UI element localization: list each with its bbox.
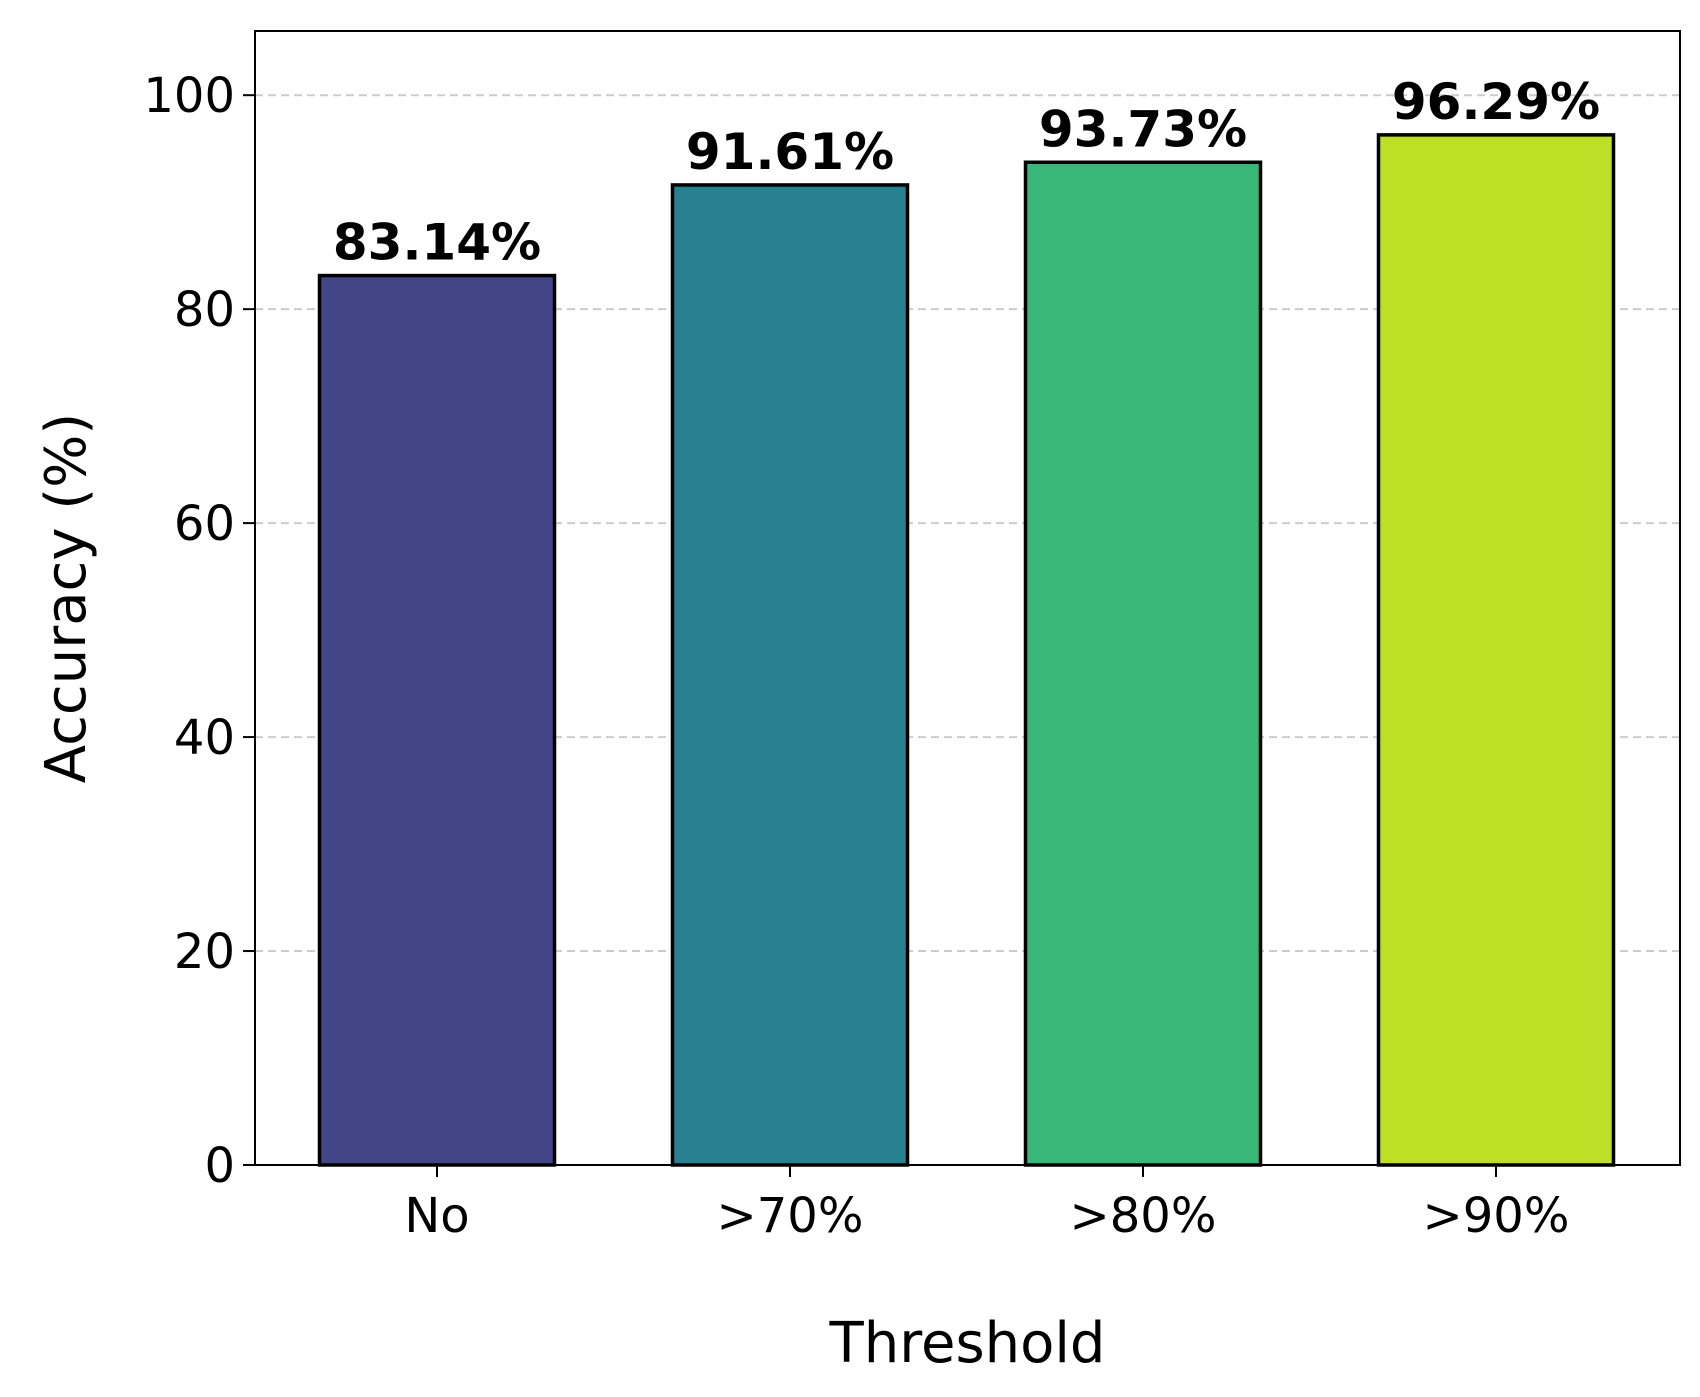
x-axis-title: Threshold [829, 1311, 1106, 1376]
x-tick-label: >70% [717, 1188, 864, 1244]
bar-value-label: 93.73% [1039, 100, 1247, 158]
y-tick-label: 60 [174, 496, 235, 552]
bar-value-label: 83.14% [333, 214, 541, 272]
plot-frame [254, 30, 1681, 1166]
bar-no [317, 273, 557, 1167]
x-tick-label: >80% [1070, 1188, 1217, 1244]
x-tick-label: No [404, 1188, 469, 1244]
bar-value-labels: 83.14% 91.61% 93.73% 96.29% [333, 73, 1600, 272]
x-tick-label: >90% [1423, 1188, 1570, 1244]
y-axis-title: Accuracy (%) [34, 413, 99, 783]
bar-value-label: 91.61% [686, 123, 894, 181]
bars [317, 133, 1616, 1167]
y-tick-label: 100 [143, 68, 235, 124]
y-tick-label: 0 [204, 1138, 235, 1194]
y-tick-label: 20 [174, 924, 235, 980]
x-axis-ticks: No >70% >80% >90% [404, 1165, 1569, 1244]
bar-90 [1376, 133, 1616, 1167]
y-axis-ticks: 0 20 40 60 80 100 [143, 68, 255, 1194]
bar-value-label: 96.29% [1392, 73, 1600, 131]
y-tick-label: 80 [174, 282, 235, 338]
bar-70 [670, 183, 910, 1167]
y-tick-label: 40 [174, 710, 235, 766]
bar-80 [1023, 160, 1263, 1167]
